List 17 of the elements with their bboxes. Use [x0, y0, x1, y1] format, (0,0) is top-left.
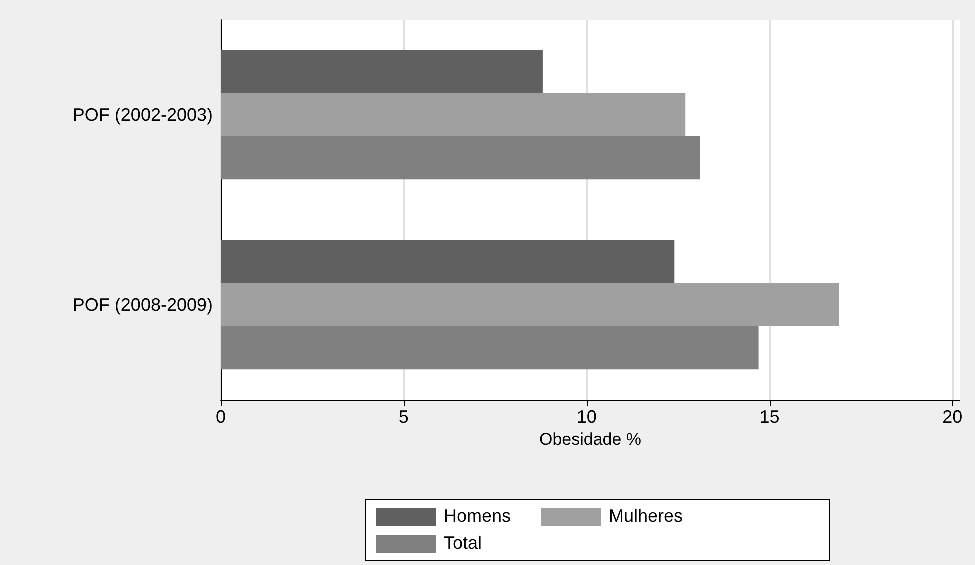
legend-label: Mulheres: [609, 506, 684, 527]
bar: [221, 50, 543, 94]
legend-label: Homens: [444, 506, 512, 527]
x-axis-title: Obesidade %: [539, 430, 642, 449]
bar: [221, 136, 700, 180]
bar: [221, 93, 686, 137]
bar: [221, 240, 675, 284]
x-tick-label: 10: [576, 407, 597, 427]
x-tick-label: 20: [942, 407, 963, 427]
x-tick-label: 0: [216, 407, 226, 427]
y-tick-label: POF (2002-2003): [72, 105, 213, 125]
bar: [221, 326, 759, 370]
x-tick-label: 5: [398, 407, 409, 427]
bar: [221, 283, 840, 327]
y-tick-label: POF (2008-2009): [72, 295, 213, 315]
x-tick-label: 15: [760, 407, 780, 427]
legend-label: Total: [444, 533, 482, 554]
